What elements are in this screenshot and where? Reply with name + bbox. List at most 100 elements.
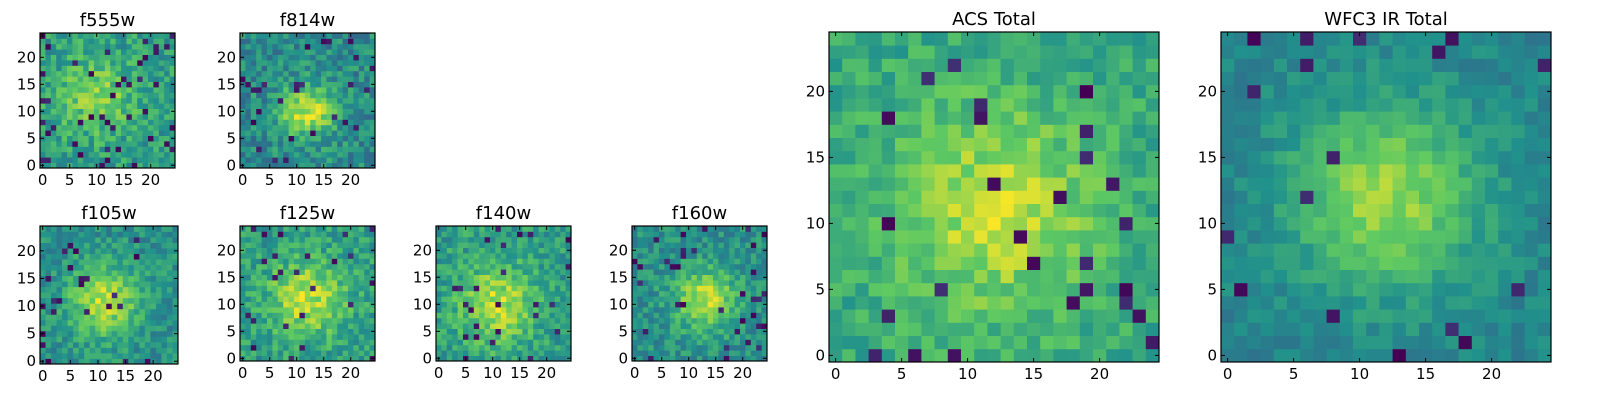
heatmap-cell: [750, 350, 757, 356]
heatmap-cell: [299, 114, 306, 120]
heatmap-cell: [245, 60, 252, 66]
heatmap-cell: [121, 60, 127, 66]
heatmap-cell: [331, 242, 338, 248]
heatmap-cell: [723, 296, 730, 302]
heatmap-cell: [680, 355, 687, 362]
heatmap-cell: [164, 157, 170, 163]
heatmap-cell: [756, 334, 762, 340]
heatmap-cell: [261, 65, 268, 72]
heatmap-cell: [495, 242, 502, 248]
heatmap-cell: [310, 226, 316, 232]
heatmap-cell: [691, 307, 698, 313]
heatmap-cell: [544, 328, 550, 335]
heatmap-cell: [1247, 190, 1261, 204]
heatmap-cell: [500, 258, 507, 265]
heatmap-cell: [337, 344, 343, 351]
heatmap-cell: [1132, 177, 1147, 191]
heatmap-cell: [261, 103, 268, 109]
heatmap-cell: [250, 70, 257, 77]
heatmap-cell: [89, 347, 96, 354]
heatmap-cell: [1013, 243, 1028, 257]
heatmap-cell: [256, 280, 262, 286]
heatmap-cell: [73, 237, 80, 243]
heatmap-cell: [987, 45, 1001, 59]
heatmap-cell: [554, 334, 561, 340]
heatmap-cell: [267, 103, 273, 109]
heatmap-cell: [67, 76, 73, 82]
heatmap-cell: [155, 281, 162, 288]
heatmap-cell: [829, 243, 843, 257]
heatmap-cell: [326, 108, 333, 115]
heatmap-cell: [500, 269, 507, 275]
heatmap-cell: [331, 226, 338, 232]
heatmap-cell: [947, 137, 962, 152]
heatmap-cell: [155, 253, 162, 260]
heatmap-cell: [895, 164, 909, 178]
heatmap-cell: [84, 226, 91, 232]
heatmap-cell: [691, 274, 698, 281]
heatmap-cell: [240, 236, 246, 243]
heatmap-cell: [637, 258, 644, 265]
heatmap-cell: [1419, 256, 1433, 270]
heatmap-cell: [99, 97, 106, 104]
heatmap-cell: [369, 231, 376, 238]
heatmap-cell: [1145, 164, 1160, 178]
heatmap-cell: [331, 280, 338, 286]
heatmap-cell: [110, 87, 116, 93]
heatmap-cell: [61, 108, 68, 115]
heatmap-cell: [1106, 269, 1120, 284]
heatmap-cell: [974, 203, 988, 218]
heatmap-cell: [169, 43, 176, 50]
heatmap-cell: [88, 146, 95, 153]
heatmap-cell: [304, 280, 311, 286]
heatmap-cell: [150, 319, 157, 326]
heatmap-cell: [256, 54, 262, 61]
heatmap-cell: [734, 285, 741, 292]
heatmap-cell: [256, 307, 262, 313]
heatmap-cell: [506, 323, 512, 329]
heatmap-cell: [94, 70, 100, 77]
heatmap-cell: [842, 335, 856, 350]
heatmap-cell: [104, 60, 111, 66]
heatmap-cell: [921, 190, 935, 204]
heatmap-cell: [358, 151, 365, 158]
heatmap-cell: [648, 263, 654, 270]
heatmap-cell: [142, 54, 149, 61]
heatmap-cell: [718, 323, 725, 329]
heatmap-cell: [718, 236, 725, 243]
heatmap-cell: [245, 339, 252, 346]
heatmap-cell: [288, 328, 295, 335]
heatmap-cell: [921, 269, 935, 284]
heatmap-cell: [240, 103, 246, 109]
heatmap-cell: [517, 285, 523, 292]
heatmap-cell: [1079, 164, 1094, 178]
heatmap-cell: [348, 135, 354, 142]
heatmap-cell: [78, 325, 85, 332]
heatmap-cell: [77, 43, 84, 50]
heatmap-cell: [457, 312, 464, 319]
heatmap-cell: [495, 323, 502, 329]
heatmap-cell: [272, 49, 279, 55]
heatmap-cell: [126, 108, 133, 115]
heatmap-cell: [144, 248, 151, 254]
heatmap-cell: [310, 135, 316, 142]
heatmap-cell: [560, 355, 566, 362]
heatmap-cell: [283, 151, 289, 158]
heatmap-cell: [342, 65, 349, 72]
heatmap-cell: [895, 216, 909, 231]
heatmap-cell: [294, 141, 300, 147]
heatmap-cell: [1221, 348, 1235, 363]
heatmap-cell: [77, 119, 84, 126]
heatmap-cell: [299, 103, 306, 109]
heatmap-cell: [908, 230, 922, 244]
heatmap-cell: [1234, 309, 1248, 323]
heatmap-cell: [315, 258, 322, 265]
y-tick-label: 20: [217, 241, 236, 259]
heatmap-cell: [294, 54, 300, 61]
heatmap-cell: [353, 135, 360, 142]
heatmap-cell: [1300, 164, 1314, 178]
heatmap-cell: [908, 111, 922, 125]
heatmap-cell: [56, 286, 63, 293]
heatmap-cell: [299, 269, 306, 275]
heatmap-cell: [756, 231, 762, 238]
